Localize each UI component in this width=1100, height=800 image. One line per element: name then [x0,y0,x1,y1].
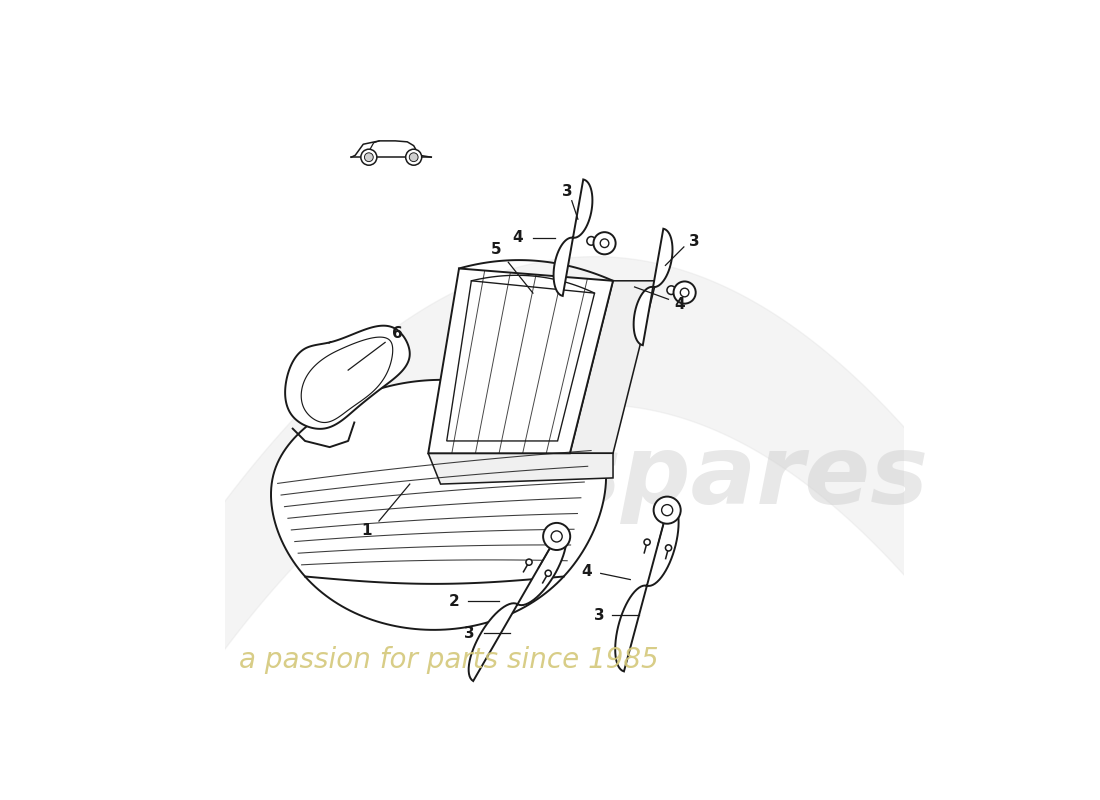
Text: 3: 3 [464,626,475,641]
Text: 3: 3 [594,608,604,622]
Text: a passion for parts since 1985: a passion for parts since 1985 [239,646,659,674]
Circle shape [409,153,418,162]
Circle shape [526,559,532,566]
Circle shape [653,497,681,524]
Circle shape [361,149,377,166]
Text: 1: 1 [362,522,372,538]
Circle shape [364,153,373,162]
Polygon shape [570,281,656,454]
Circle shape [546,570,551,576]
Text: 4: 4 [674,297,685,312]
Circle shape [673,282,695,304]
Text: 5: 5 [491,242,502,258]
Text: 3: 3 [561,184,572,199]
Circle shape [587,237,595,246]
Polygon shape [428,454,613,484]
Circle shape [406,149,421,166]
Text: 2: 2 [449,594,460,609]
Circle shape [667,286,675,294]
Polygon shape [271,380,606,630]
Text: 6: 6 [392,326,403,341]
Text: 3: 3 [689,234,700,250]
Polygon shape [469,527,566,681]
Text: eurospares: eurospares [314,431,928,525]
Polygon shape [428,269,613,454]
Circle shape [543,523,570,550]
Polygon shape [553,179,593,296]
Polygon shape [615,500,679,671]
Circle shape [644,539,650,546]
Text: 4: 4 [581,564,592,579]
Polygon shape [634,229,672,345]
Circle shape [593,232,616,254]
Polygon shape [285,326,410,429]
Polygon shape [351,141,431,158]
Text: 4: 4 [513,230,522,245]
Circle shape [666,545,672,551]
